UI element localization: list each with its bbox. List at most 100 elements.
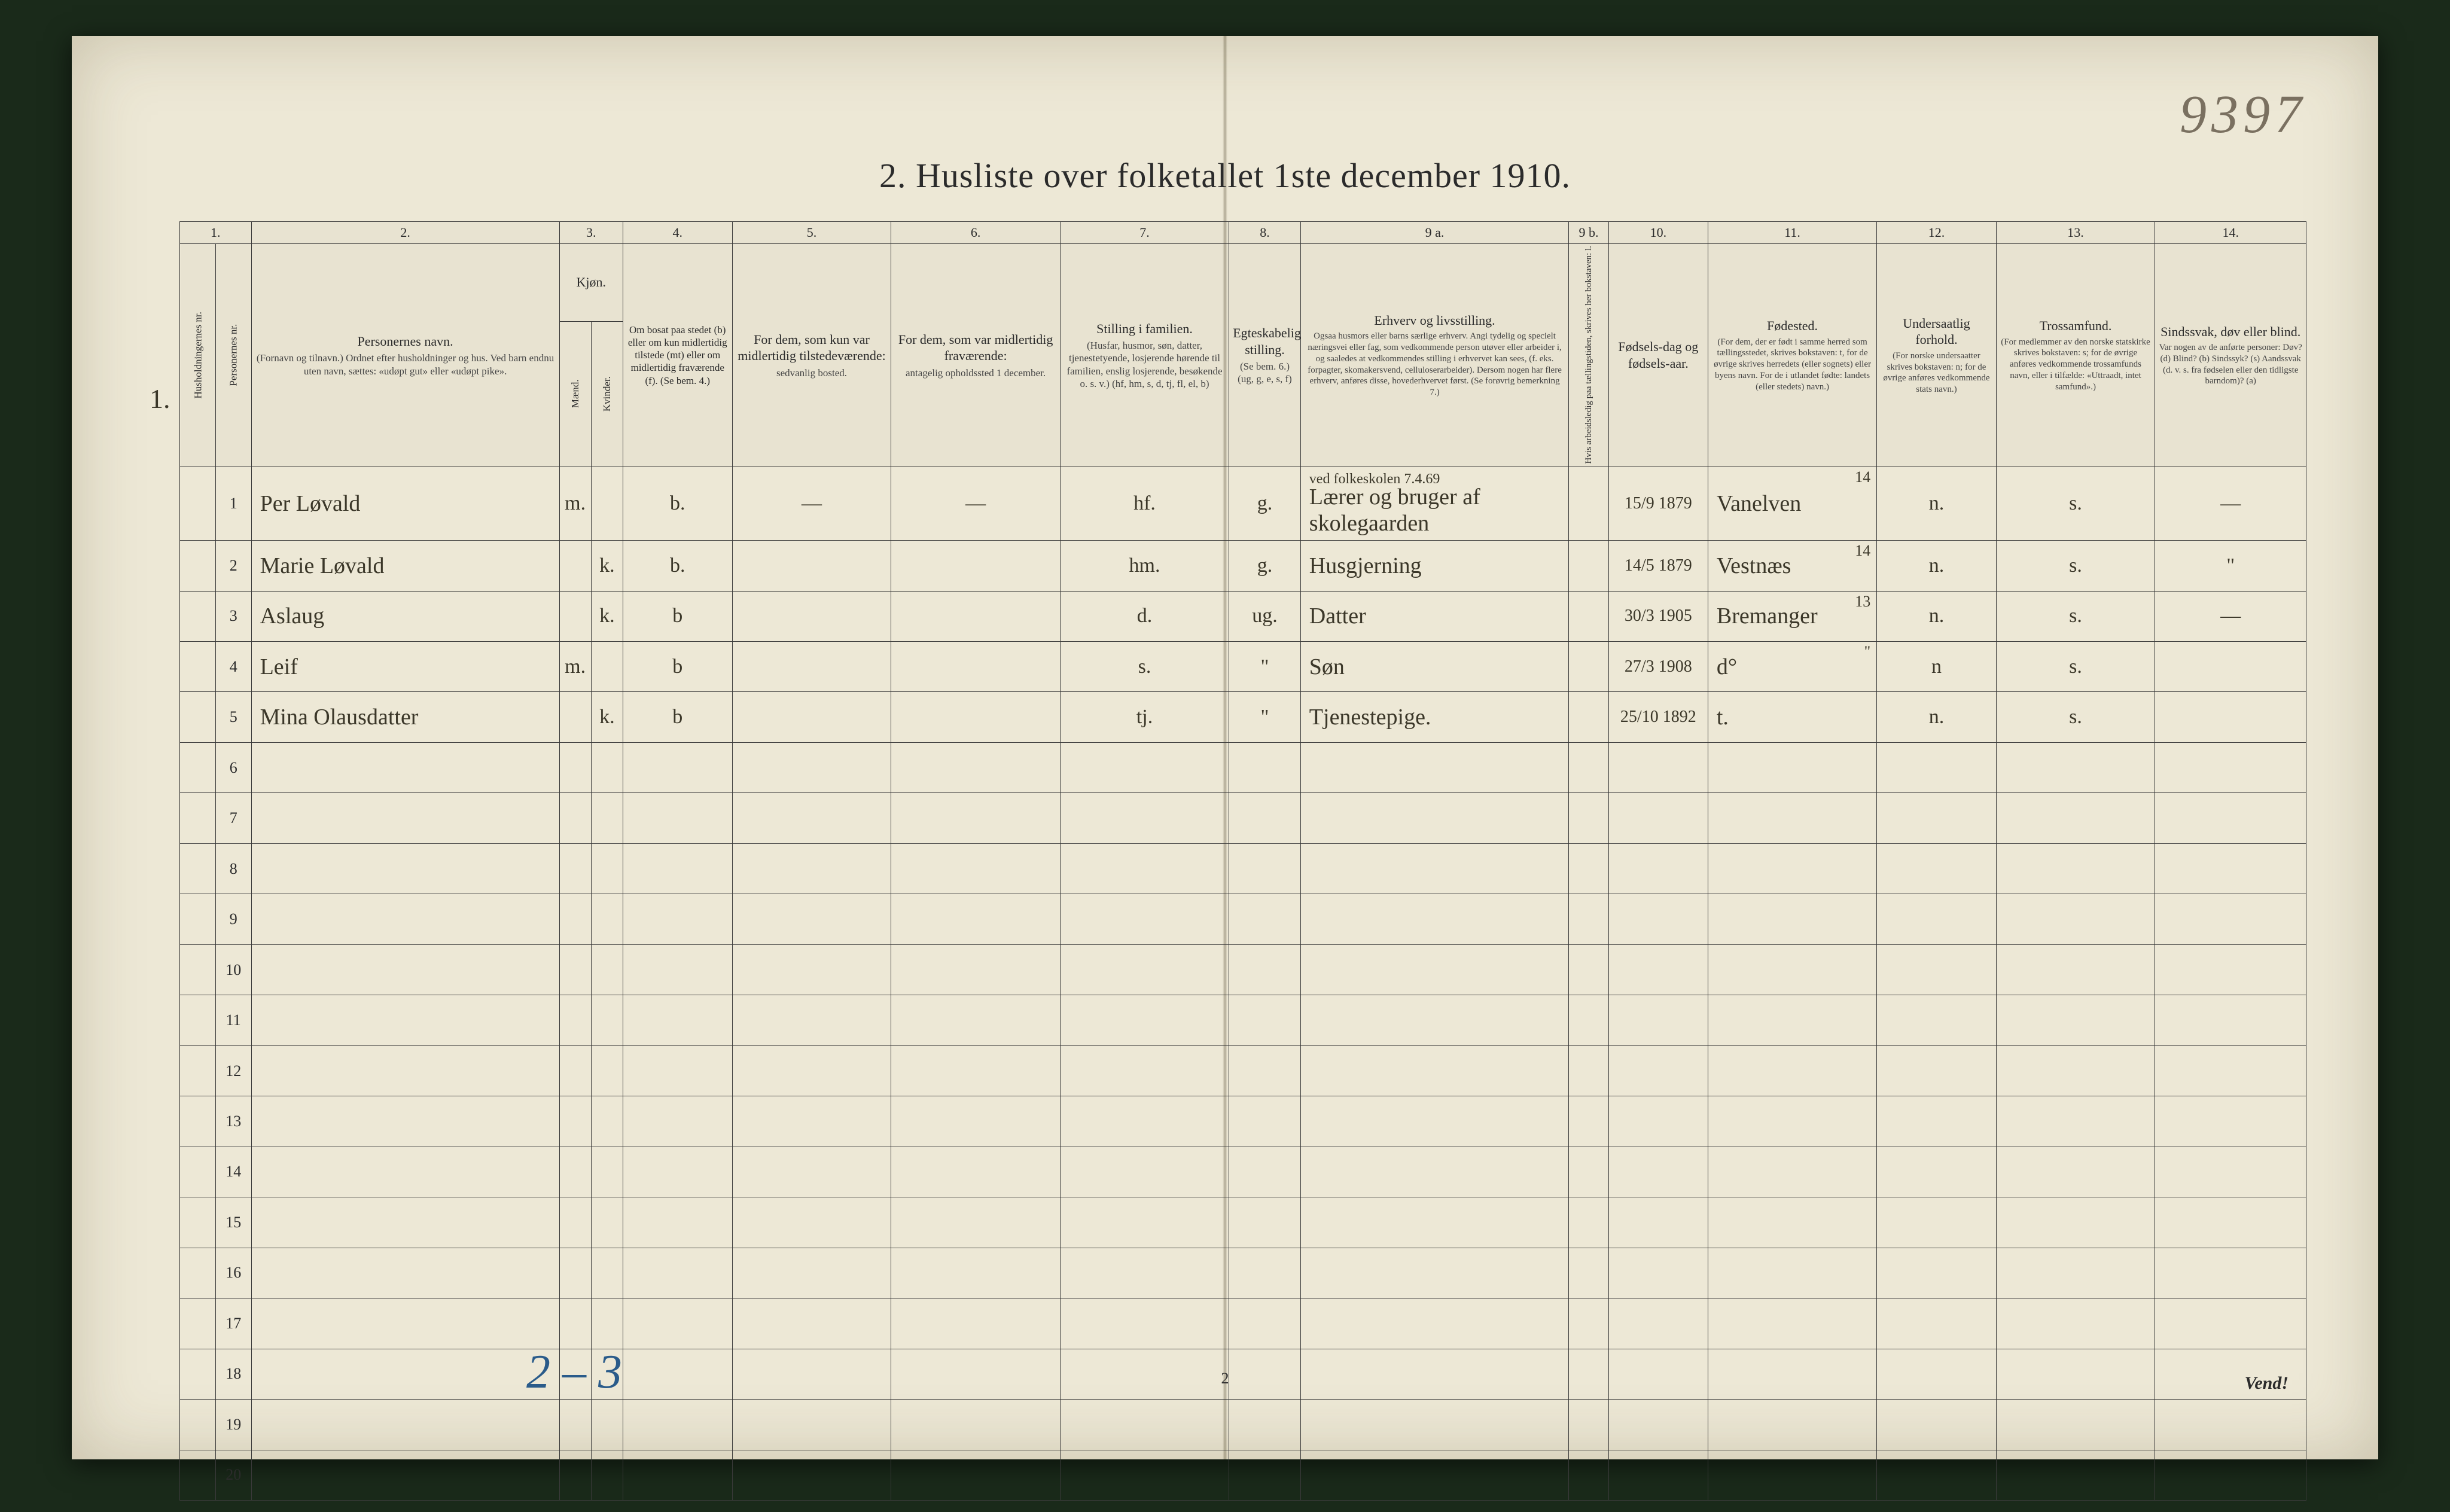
empty-cell — [591, 793, 623, 843]
empty-cell: 18 — [215, 1349, 251, 1399]
household-nr-cell — [180, 591, 216, 641]
empty-cell: 13 — [215, 1096, 251, 1147]
empty-cell — [591, 742, 623, 792]
birth-cell: 15/9 1879 — [1608, 467, 1708, 541]
empty-cell — [1300, 1349, 1569, 1399]
empty-cell — [180, 742, 216, 792]
empty-cell — [2155, 1045, 2306, 1096]
empty-cell — [2155, 793, 2306, 843]
sex-k-cell — [591, 642, 623, 692]
hdr-c13-t: Trossamfund. — [2040, 318, 2112, 333]
empty-cell — [559, 944, 591, 995]
page-title: 2. Husliste over folketallet 1ste decemb… — [72, 156, 2378, 196]
empty-cell — [1877, 1045, 1996, 1096]
col6-cell — [891, 591, 1060, 641]
name-cell: Marie Løvald — [251, 541, 559, 591]
birthplace-cell: Bremanger13 — [1708, 591, 1876, 641]
empty-cell — [180, 1450, 216, 1500]
empty-cell — [623, 1248, 732, 1298]
empty-cell — [180, 1147, 216, 1197]
empty-cell — [1569, 1248, 1608, 1298]
empty-cell — [180, 793, 216, 843]
col9b-cell — [1569, 541, 1608, 591]
empty-cell — [1877, 995, 1996, 1045]
sex-k-cell: k. — [591, 591, 623, 641]
empty-cell — [251, 1298, 559, 1349]
empty-cell — [591, 1298, 623, 1349]
empty-cell — [623, 793, 732, 843]
hdr-household-nr: Husholdningernes nr. — [180, 243, 216, 467]
hdr-col5-t: For dem, som kun var midlertidig tilsted… — [738, 332, 885, 364]
name-cell: Leif — [251, 642, 559, 692]
person-nr-cell: 5 — [215, 692, 251, 742]
faith-cell: s. — [1996, 642, 2155, 692]
marital-cell: ug. — [1229, 591, 1301, 641]
col9b-cell — [1569, 692, 1608, 742]
empty-cell — [1608, 793, 1708, 843]
table-row: 2Marie Løvaldk.b.hm.g.Husgjerning14/5 18… — [180, 541, 2306, 591]
empty-cell — [1877, 1298, 1996, 1349]
empty-cell — [1060, 944, 1229, 995]
household-number-margin: 1. — [150, 383, 170, 414]
hdr-col5-s: sedvanlig bosted. — [736, 367, 888, 379]
empty-cell — [1300, 843, 1569, 894]
empty-cell — [2155, 1450, 2306, 1500]
empty-cell — [732, 1400, 891, 1450]
empty-cell — [1229, 1197, 1301, 1248]
disability-cell — [2155, 692, 2306, 742]
empty-cell — [1708, 1248, 1876, 1298]
col6-cell — [891, 541, 1060, 591]
empty-cell — [1877, 1197, 1996, 1248]
empty-cell — [1300, 1197, 1569, 1248]
empty-cell — [1608, 843, 1708, 894]
empty-cell: 16 — [215, 1248, 251, 1298]
empty-cell — [180, 843, 216, 894]
empty-cell — [1877, 742, 1996, 792]
person-nr-cell: 3 — [215, 591, 251, 641]
hdr-person-nr: Personernes nr. — [215, 243, 251, 467]
empty-cell — [1060, 793, 1229, 843]
sex-m-cell: m. — [559, 642, 591, 692]
nationality-cell: n. — [1877, 541, 1996, 591]
household-nr-cell — [180, 541, 216, 591]
empty-cell — [1060, 995, 1229, 1045]
col6-cell — [891, 692, 1060, 742]
birth-cell: 25/10 1892 — [1608, 692, 1708, 742]
empty-cell — [180, 894, 216, 944]
col5-cell — [732, 541, 891, 591]
empty-cell — [1996, 1450, 2155, 1500]
table-head: 1. 2. 3. 4. 5. 6. 7. 8. 9 a. 9 b. 10. 11… — [180, 222, 2306, 467]
empty-cell — [732, 1096, 891, 1147]
empty-cell — [1569, 1450, 1608, 1500]
empty-cell — [591, 1096, 623, 1147]
hdr-faith: Trossamfund. (For medlemmer av den norsk… — [1996, 243, 2155, 467]
empty-cell — [1877, 793, 1996, 843]
empty-cell — [1569, 1400, 1608, 1450]
empty-cell — [1569, 843, 1608, 894]
table-row: 12 — [180, 1045, 2306, 1096]
empty-cell — [559, 1197, 591, 1248]
empty-cell — [1569, 1147, 1608, 1197]
faith-cell: s. — [1996, 591, 2155, 641]
empty-cell — [732, 793, 891, 843]
household-nr-cell — [180, 467, 216, 541]
empty-cell — [1229, 894, 1301, 944]
empty-cell — [1300, 1147, 1569, 1197]
empty-cell — [251, 995, 559, 1045]
table-row: 15 — [180, 1197, 2306, 1248]
table-row: 5Mina Olausdatterk.btj."Tjenestepige.25/… — [180, 692, 2306, 742]
empty-cell — [623, 1096, 732, 1147]
empty-cell — [180, 1248, 216, 1298]
empty-cell — [732, 1298, 891, 1349]
empty-cell — [1708, 1400, 1876, 1450]
residence-cell: b — [623, 642, 732, 692]
marital-cell: " — [1229, 642, 1301, 692]
empty-cell — [891, 1096, 1060, 1147]
empty-cell — [1300, 793, 1569, 843]
empty-cell — [1708, 1349, 1876, 1399]
empty-cell — [1569, 793, 1608, 843]
empty-cell — [559, 1147, 591, 1197]
family-pos-cell: hf. — [1060, 467, 1229, 541]
header-row-1: Husholdningernes nr. Personernes nr. Per… — [180, 243, 2306, 321]
empty-cell — [1569, 995, 1608, 1045]
